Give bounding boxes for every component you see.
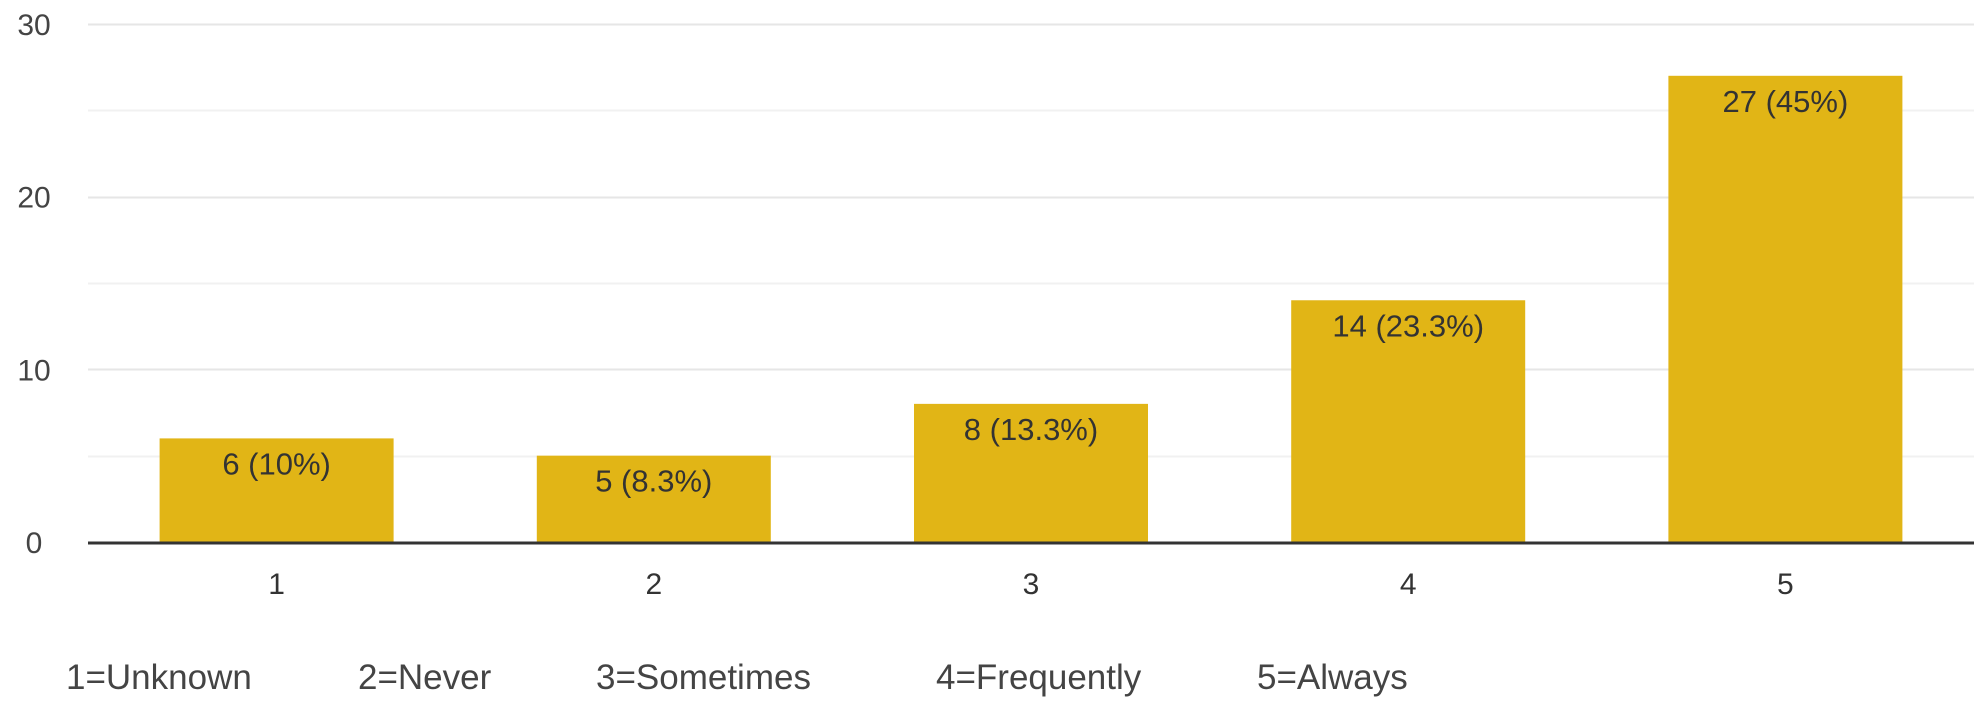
bar <box>914 403 1148 542</box>
legend-item: 4=Frequently <box>936 658 1142 697</box>
bar <box>536 455 771 542</box>
bars <box>159 75 1903 543</box>
bar <box>1291 300 1526 542</box>
legend-item: 1=Unknown <box>66 658 252 697</box>
data-labels: 6 (10%) 5 (8.3%) 8 (13.3%) 14 (23.3%) 27 (45… <box>222 84 1848 499</box>
gridlines <box>88 23 1974 458</box>
data-label: 8 (13.3%) <box>964 412 1098 447</box>
y-tick-label: 10 <box>17 354 50 387</box>
x-axis-ticks: 1 2 3 4 5 <box>268 568 1793 601</box>
y-axis-ticks: 0 10 20 30 <box>17 9 50 560</box>
bar <box>159 438 394 542</box>
legend-item: 5=Always <box>1257 658 1408 697</box>
data-label: 27 (45%) <box>1723 84 1849 119</box>
x-tick-label: 1 <box>268 568 285 601</box>
legend-item: 2=Never <box>358 658 492 697</box>
data-label: 14 (23.3%) <box>1332 308 1484 343</box>
x-tick-label: 2 <box>645 568 662 601</box>
bar <box>1668 75 1903 543</box>
y-tick-label: 20 <box>17 182 50 215</box>
legend-item: 3=Sometimes <box>596 658 811 697</box>
category-legend: 1=Unknown 2=Never 3=Sometimes 4=Frequent… <box>66 655 1408 701</box>
data-label: 5 (8.3%) <box>595 464 712 499</box>
data-label: 6 (10%) <box>222 446 331 481</box>
x-tick-label: 3 <box>1023 568 1040 601</box>
y-tick-label: 30 <box>17 9 50 42</box>
x-tick-label: 4 <box>1400 568 1417 601</box>
x-tick-label: 5 <box>1777 568 1794 601</box>
y-tick-label: 0 <box>26 527 43 560</box>
